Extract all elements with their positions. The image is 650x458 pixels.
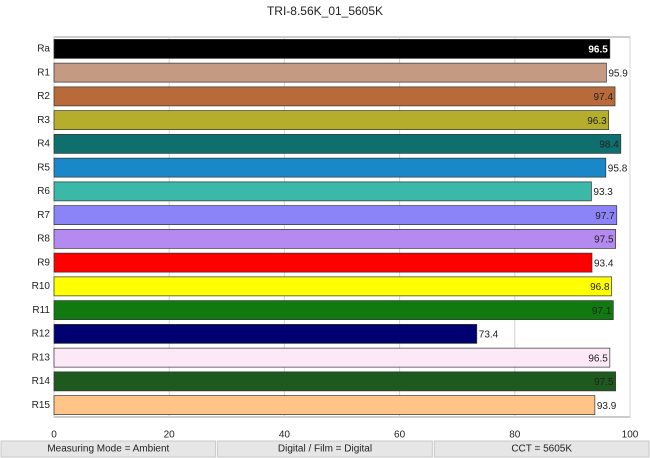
chart-title: TRI-8.56K_01_5605K [267,4,383,18]
bar [53,324,478,344]
bar [53,39,611,59]
value-label: 96.5 [588,353,608,364]
value-label: 93.4 [594,258,614,269]
value-label: 93.3 [593,187,613,198]
bar [53,252,593,273]
bar [53,134,622,154]
x-tick-label: 40 [279,430,291,441]
value-label: 73.4 [479,330,499,341]
bar [53,62,607,83]
footer-cell [433,440,650,458]
x-tick-label: 20 [164,430,176,441]
y-tick-label: R14 [32,376,51,387]
bar [53,371,616,392]
x-tick-label: 60 [394,430,406,441]
y-tick-label: R9 [37,257,50,268]
y-tick-label: R10 [32,281,51,292]
x-tick-label: 80 [509,430,521,441]
bar [53,86,616,107]
bar [53,229,616,249]
x-tick-label: 100 [622,430,639,441]
bar [53,300,614,320]
y-tick-label: R8 [37,234,50,245]
bar [53,205,618,225]
y-tick-label: R11 [32,305,50,316]
value-label: 96.5 [588,45,608,56]
y-tick-label: R13 [32,352,51,363]
y-tick-label: Ra [37,44,50,55]
y-tick-label: R4 [37,139,50,150]
value-label: 95.8 [608,163,628,174]
bar [53,157,607,178]
footer-text: Digital / Film = Digital [278,444,372,455]
y-tick-label: R2 [37,91,50,102]
value-label: 97.5 [594,235,614,246]
footer-text: CCT = 5605K [511,444,572,455]
x-tick-label: 0 [51,430,57,441]
y-tick-label: R15 [32,400,51,411]
footer-text: Measuring Mode = Ambient [47,444,169,455]
bar [53,347,611,368]
value-label: 97.7 [595,211,615,222]
bar [53,110,610,130]
y-tick-label: R12 [32,329,51,340]
value-label: 98.4 [599,140,619,151]
bar [53,181,592,202]
value-label: 93.9 [597,401,617,412]
footer-cell [0,440,217,458]
y-tick-label: R7 [37,210,50,221]
value-label: 95.9 [608,68,628,79]
y-tick-label: R1 [37,67,50,78]
value-label: 96.3 [587,116,607,127]
y-tick-label: R6 [37,186,50,197]
bar [53,395,596,415]
value-label: 97.1 [592,306,612,317]
footer-cell [217,440,433,458]
y-tick-label: R3 [37,115,50,126]
value-label: 96.8 [590,282,610,293]
bar [53,276,612,297]
value-label: 97.4 [594,92,614,103]
y-tick-label: R5 [37,162,50,173]
value-label: 97.5 [594,377,614,388]
